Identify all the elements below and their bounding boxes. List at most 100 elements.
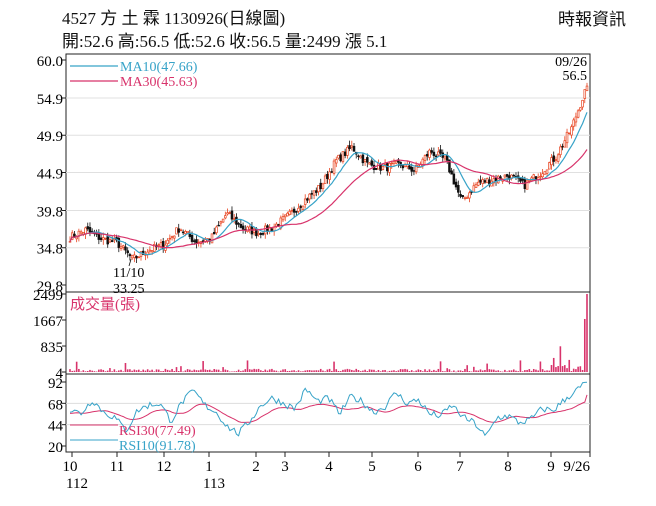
candle-body xyxy=(543,171,547,175)
volume-bar xyxy=(240,371,242,372)
volume-bar xyxy=(133,369,136,372)
x-tick-label: 10 xyxy=(63,459,78,475)
candle-body xyxy=(79,231,83,234)
candle-body xyxy=(545,169,549,174)
rsi30-legend-label: RSI30(77.49) xyxy=(119,424,196,439)
volume-bar xyxy=(537,370,539,372)
volume-bar xyxy=(479,369,482,372)
candle-body xyxy=(559,146,562,156)
volume-bar xyxy=(273,370,275,372)
candle-body xyxy=(567,132,571,135)
candle-body xyxy=(332,160,336,174)
volume-bar xyxy=(302,371,304,372)
candle-body xyxy=(312,190,316,196)
volume-bar xyxy=(461,371,464,372)
x-tick-label: 9/26 xyxy=(563,459,590,475)
rsi30-line xyxy=(69,394,588,423)
candle-body xyxy=(561,145,564,148)
volume-bar xyxy=(171,368,173,372)
volume-bar xyxy=(248,369,251,372)
volume-bar xyxy=(193,369,196,372)
volume-tick-label: 2499 xyxy=(33,288,63,304)
volume-bar xyxy=(572,368,575,372)
candle-body xyxy=(261,233,265,235)
source-label: 時報資訊 xyxy=(558,10,626,29)
candle-body xyxy=(310,192,314,195)
rsi-tick-label: 44 xyxy=(48,419,64,435)
volume-bar xyxy=(446,368,449,372)
volume-bar xyxy=(397,370,400,372)
volume-bar xyxy=(151,369,153,372)
volume-bar xyxy=(388,370,391,372)
x-tick-label: 8 xyxy=(504,459,512,475)
volume-bar xyxy=(89,369,91,372)
volume-bar xyxy=(235,371,238,372)
candle-body xyxy=(461,195,464,197)
volume-bar xyxy=(293,370,295,372)
candle-body xyxy=(126,250,129,254)
volume-bar xyxy=(508,370,511,372)
volume-bar xyxy=(552,357,555,372)
candle-body xyxy=(572,119,575,127)
volume-bar xyxy=(182,371,184,373)
volume-bar xyxy=(204,369,207,372)
volume-bar xyxy=(453,370,455,372)
candle-body xyxy=(217,224,220,227)
candle-body xyxy=(303,198,307,205)
candle-body xyxy=(425,154,429,157)
volume-bar xyxy=(226,370,229,372)
volume-bar xyxy=(561,366,564,372)
volume-bar xyxy=(364,369,366,372)
candle-body xyxy=(86,226,90,230)
volume-bar xyxy=(328,368,331,372)
candle-body xyxy=(410,166,413,172)
volume-bar xyxy=(384,369,386,372)
volume-bar xyxy=(435,370,437,372)
candle-body xyxy=(246,226,249,232)
volume-bar xyxy=(297,370,300,372)
volume-bar xyxy=(142,369,145,372)
volume-bar xyxy=(120,369,122,372)
x-tick-label: 4 xyxy=(325,459,333,475)
volume-bar xyxy=(242,370,244,372)
candle-body xyxy=(437,151,440,156)
candle-body xyxy=(574,116,578,123)
volume-bar xyxy=(393,370,395,372)
volume-bar xyxy=(426,370,429,372)
volume-bar xyxy=(344,369,346,372)
volume-bar xyxy=(382,370,384,372)
candle-body xyxy=(423,155,427,161)
volume-bar xyxy=(495,370,497,372)
volume-bar xyxy=(131,370,133,372)
ma30-line xyxy=(69,149,588,249)
candle-body xyxy=(485,178,489,184)
volume-bar xyxy=(100,369,102,372)
candle-body xyxy=(521,178,524,181)
volume-bar xyxy=(559,346,562,372)
volume-bar xyxy=(448,369,451,372)
volume-bar xyxy=(322,370,324,372)
candle-body xyxy=(512,174,516,177)
candle-body xyxy=(361,154,365,164)
volume-bar xyxy=(206,369,209,372)
volume-bar xyxy=(521,371,524,372)
candle-body xyxy=(106,236,109,245)
volume-panel-frame xyxy=(65,291,591,375)
volume-bar xyxy=(359,371,362,372)
volume-bar xyxy=(266,370,269,372)
volume-bar xyxy=(286,370,289,372)
legend-label: MA30(45.63) xyxy=(120,75,198,90)
volume-bar xyxy=(308,370,311,372)
volume-bar xyxy=(244,369,247,372)
volume-bar xyxy=(355,368,358,372)
candle-body xyxy=(297,207,300,212)
volume-bar xyxy=(208,369,211,372)
volume-bar xyxy=(157,369,160,372)
candle-body xyxy=(195,239,198,244)
candle-body xyxy=(210,233,214,244)
candle-body xyxy=(454,181,458,188)
candle-body xyxy=(532,174,535,179)
volume-bar xyxy=(357,369,360,372)
volume-bar xyxy=(539,361,542,372)
candle-body xyxy=(153,244,156,252)
